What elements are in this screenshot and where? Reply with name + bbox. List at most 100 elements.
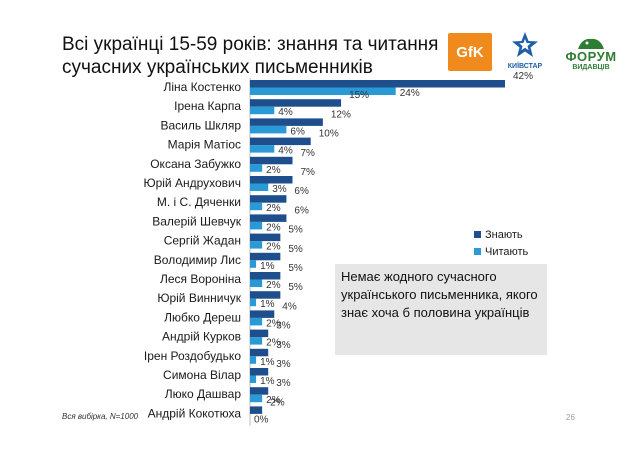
chart-legend: Знають Читають [474,226,528,260]
data-label-read: 24% [400,88,420,99]
category-label: Андрій Курков [162,330,241,344]
forum-logo: ФОРУМ ВИДАВЦІВ [558,30,624,76]
bar-know [250,99,342,107]
data-label-know: 15% [349,90,369,101]
data-label-know: 7% [301,167,316,178]
data-label-read: 1% [260,299,275,310]
legend-swatch-read [474,248,481,255]
data-label-know: 6% [294,186,309,197]
category-label: Ірена Карпа [174,99,241,113]
data-label-read: 6% [290,126,305,137]
bar-read [250,394,263,403]
category-label: Леся Воронiна [160,272,241,286]
bar-know [250,80,505,88]
bar-read [250,87,396,95]
bar-know [250,252,281,261]
bar-know [250,137,311,146]
bar-read [250,356,257,364]
bar-read [250,260,257,268]
data-label-read: 0% [254,414,269,425]
gfk-logo: GfK [448,33,492,71]
data-label-read: 2% [266,318,281,329]
data-label-know: 4% [282,301,297,312]
legend-item-read: Читають [474,243,528,260]
bar-read [250,279,263,287]
bar-know [250,195,287,203]
bar-read [250,298,257,307]
category-label: Василь Шкляр [160,118,241,132]
star-icon [512,32,538,57]
data-label-know: 6% [294,205,309,216]
data-label-know: 42% [513,71,533,82]
data-label-know: 5% [288,225,303,236]
data-label-know: 5% [288,244,303,255]
category-label: Оксана Забужко [150,157,241,171]
data-label-know: 5% [288,263,303,274]
category-label: М. і С. Дяченки [157,195,241,209]
bar-know [250,233,281,242]
data-label-know: 3% [276,359,291,370]
data-label-read: 4% [278,146,293,157]
bar-read [250,221,263,230]
bar-know [250,156,293,165]
bar-read [250,202,263,211]
bar-know [250,118,323,126]
category-label: Сергій Жадан [164,234,241,248]
page-number: 26 [566,413,575,422]
bar-read [250,241,263,249]
sample-note: Вся вибірка, N=1000 [62,412,139,421]
data-label-read: 4% [278,107,293,118]
category-label: Володимир Лис [154,253,241,267]
bar-know [250,387,269,395]
kyivstar-wordmark: КИЇВСТАР [507,63,543,70]
bar-read [250,145,275,153]
bar-know [250,214,287,222]
bar-know [250,291,281,299]
data-label-read: 1% [260,261,275,272]
bar-read [250,375,257,383]
category-label: Любко Дереш [164,310,241,324]
legend-label-know: Знають [485,228,523,241]
bar-read [250,183,269,191]
data-label-read: 2% [266,338,281,349]
data-label-read: 1% [260,376,275,387]
bar-know [250,368,269,376]
category-label: Валерій Шевчук [152,214,241,228]
data-label-read: 2% [266,395,281,406]
page-title: Всі українці 15-59 років: знання та чита… [62,34,439,78]
bar-read [250,164,263,172]
data-label-read: 1% [260,357,275,368]
forum-subtitle: ВИДАВЦІВ [572,63,610,71]
legend-item-know: Знають [474,226,528,243]
category-label: Симона Вілар [163,368,241,382]
data-label-know: 3% [276,340,291,351]
data-label-know: 10% [319,129,339,140]
category-label: Марія Матіос [168,138,241,152]
data-label-read: 2% [266,165,281,176]
category-label: Юрій Андрухович [143,176,241,190]
bar-read [250,125,287,134]
data-label-know: 5% [288,282,303,293]
category-label: Юрій Винничук [157,291,241,305]
bar-know [250,310,275,318]
callout-note: Немає жодного сучасного українського пис… [335,264,547,355]
bar-know [250,176,293,184]
data-label-know: 12% [331,109,351,120]
data-label-know: 2% [270,397,285,408]
forum-wordmark: ФОРУМ [565,48,617,64]
category-label: Ліна Костенко [163,80,241,94]
bar-know [250,329,269,338]
category-label: Андрій Кокотюха [148,406,242,420]
bar-know [250,406,263,414]
category-label: Люко Дашвар [165,387,242,401]
legend-swatch-know [474,231,481,238]
data-label-know: 3% [276,378,291,389]
data-label-know: 7% [301,148,316,159]
bar-read [250,337,263,345]
category-label: Ірен Роздобудько [144,349,241,363]
data-label-read: 2% [266,280,281,291]
data-label-read: 2% [266,242,281,253]
data-label-know: 3% [276,321,291,332]
data-label-read: 3% [272,184,287,195]
